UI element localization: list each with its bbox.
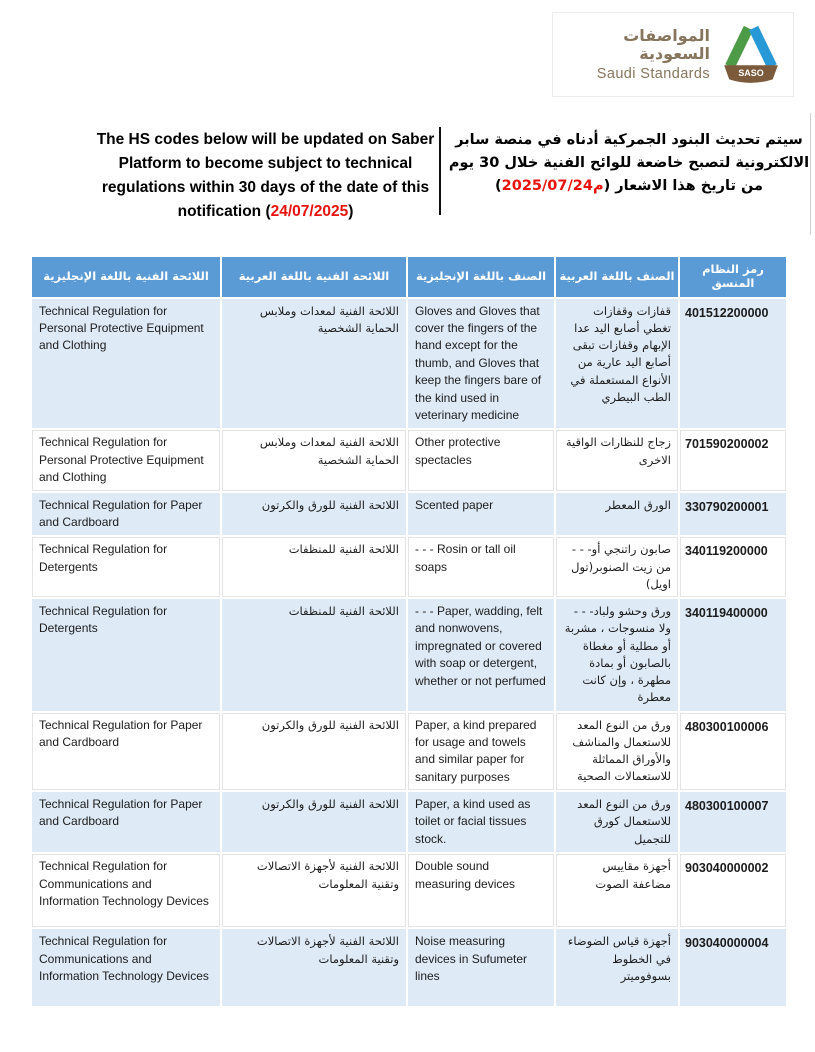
regulation-name-arabic: اللائحة الفنية لمعدات وملابس الحماية الش… [222, 430, 406, 491]
table-row: 340119400000 - - -ورق وحشو ولباد ولا منس… [32, 599, 786, 711]
hs-code: 701590200002 [680, 430, 786, 491]
item-name-arabic: ورق من النوع المعد للاستعمال والمناشف وا… [556, 712, 678, 791]
regulation-name-arabic: اللائحة الفنية للمنظفات [222, 537, 406, 598]
hs-code: 401512200000 [680, 298, 786, 429]
page-edge-line [810, 113, 811, 235]
table-row: 340119200000 - - -صابون راتنجي أو من زيت… [32, 537, 786, 598]
notice-english-date: 24/07/2025 [270, 203, 349, 221]
table-row: 480300100006 ورق من النوع المعد للاستعما… [32, 712, 786, 791]
regulation-name-arabic: اللائحة الفنية لمعدات وملابس الحماية الش… [222, 298, 406, 429]
notice-arabic-date: 2025/07/24م [501, 178, 604, 195]
item-name-arabic: قفازات وقفازات تغطي أصابع اليد عدا الإبه… [556, 298, 678, 429]
regulation-name-english: Technical Regulation for Detergents [32, 537, 220, 598]
regulation-name-arabic: اللائحة الفنية للورق والكرتون [222, 492, 406, 536]
item-name-arabic: - - -ورق وحشو ولباد ولا منسوجات ، مشربة … [556, 599, 678, 711]
brand-name-arabic: المواصفات السعودية [623, 25, 710, 64]
item-name-arabic: الورق المعطر [556, 492, 678, 536]
hs-code: 340119400000 [680, 599, 786, 711]
notice-arabic-open-paren: ( [495, 178, 502, 195]
item-name-english: - - - Rosin or tall oil soaps [408, 537, 554, 598]
hs-code: 480300100006 [680, 712, 786, 791]
item-name-english: Double sound measuring devices [408, 854, 554, 928]
regulation-name-english: Technical Regulation for Communications … [32, 929, 220, 1007]
item-name-english: Other protective spectacles [408, 430, 554, 491]
table-header-row: رمز النظام المنسق الصنف باللغة العربية ا… [32, 257, 786, 297]
notice-arabic: سيتم تحديث البنود الجمركية أدناه في منصة… [448, 129, 810, 199]
regulation-name-arabic: اللائحة الفنية لأجهزة الاتصالات وتقنية ا… [222, 929, 406, 1007]
regulation-name-english: Technical Regulation for Personal Protec… [32, 430, 220, 491]
saso-badge-label: SASO [738, 68, 763, 78]
regulation-name-arabic: اللائحة الفنية للورق والكرتون [222, 712, 406, 791]
item-name-english: Gloves and Gloves that cover the fingers… [408, 298, 554, 429]
hs-code: 903040000004 [680, 929, 786, 1007]
regulation-name-arabic: اللائحة الفنية لأجهزة الاتصالات وتقنية ا… [222, 854, 406, 928]
item-name-english: Paper, a kind used as toilet or facial t… [408, 792, 554, 853]
notice-english-close: ) [348, 203, 354, 221]
regulation-name-english: Technical Regulation for Paper and Cardb… [32, 712, 220, 791]
col-header-regulation-english: اللائحة الفنية باللغة الإنجليزية [32, 257, 220, 297]
table-row: 903040000004 أجهزة قياس الضوضاء في الخطو… [32, 929, 786, 1007]
item-name-arabic: أجهزة مقاييس مضاعفة الصوت [556, 854, 678, 928]
table-row: 480300100007 ورق من النوع المعد للاستعما… [32, 792, 786, 853]
hs-codes-table: رمز النظام المنسق الصنف باللغة العربية ا… [30, 255, 788, 1008]
item-name-arabic: - - -صابون راتنجي أو من زيت الصنوبر(تول … [556, 537, 678, 598]
col-header-regulation-arabic: اللائحة الفنية باللغة العربية [222, 257, 406, 297]
item-name-arabic: ورق من النوع المعد للاستعمال كورق للتجمي… [556, 792, 678, 853]
item-name-english: Scented paper [408, 492, 554, 536]
regulation-name-arabic: اللائحة الفنية للمنظفات [222, 599, 406, 711]
regulation-name-english: Technical Regulation for Communications … [32, 854, 220, 928]
table-row: 903040000002 أجهزة مقاييس مضاعفة الصوت D… [32, 854, 786, 928]
table-row: 401512200000 قفازات وقفازات تغطي أصابع ا… [32, 298, 786, 429]
notice-english: The HS codes below will be updated on Sa… [93, 128, 438, 224]
hs-code: 903040000002 [680, 854, 786, 928]
table-row: 701590200002 زجاج للنظارات الواقية الاخر… [32, 430, 786, 491]
col-header-item-english: الصنف باللغة الإنجليزية [408, 257, 554, 297]
item-name-english: Paper, a kind prepared for usage and tow… [408, 712, 554, 791]
regulation-name-english: Technical Regulation for Detergents [32, 599, 220, 711]
regulation-name-english: Technical Regulation for Personal Protec… [32, 298, 220, 429]
saso-triangle-icon: SASO [724, 25, 778, 83]
col-header-hs-code: رمز النظام المنسق [680, 257, 786, 297]
regulation-name-arabic: اللائحة الفنية للورق والكرتون [222, 792, 406, 853]
regulation-name-english: Technical Regulation for Paper and Cardb… [32, 492, 220, 536]
item-name-english: Noise measuring devices in Sufumeter lin… [408, 929, 554, 1007]
brand-text: المواصفات السعودية Saudi Standards [559, 25, 710, 82]
regulation-name-english: Technical Regulation for Paper and Cardb… [32, 792, 220, 853]
notice-divider [439, 127, 441, 215]
col-header-item-arabic: الصنف باللغة العربية [556, 257, 678, 297]
brand-name-english: Saudi Standards [596, 65, 710, 82]
notice-arabic-text: سيتم تحديث البنود الجمركية أدناه في منصة… [448, 132, 810, 195]
notice-arabic-close-paren: ) [603, 178, 611, 195]
hs-code: 340119200000 [680, 537, 786, 598]
hs-code: 330790200001 [680, 492, 786, 536]
item-name-arabic: زجاج للنظارات الواقية الاخرى [556, 430, 678, 491]
saso-logo: المواصفات السعودية Saudi Standards SASO [552, 12, 794, 97]
item-name-english: - - - Paper, wadding, felt and nonwovens… [408, 599, 554, 711]
item-name-arabic: أجهزة قياس الضوضاء في الخطوط بسوفوميتر [556, 929, 678, 1007]
notice-english-text: The HS codes below will be updated on Sa… [96, 131, 435, 221]
hs-code: 480300100007 [680, 792, 786, 853]
table-row: 330790200001 الورق المعطر Scented paper … [32, 492, 786, 536]
